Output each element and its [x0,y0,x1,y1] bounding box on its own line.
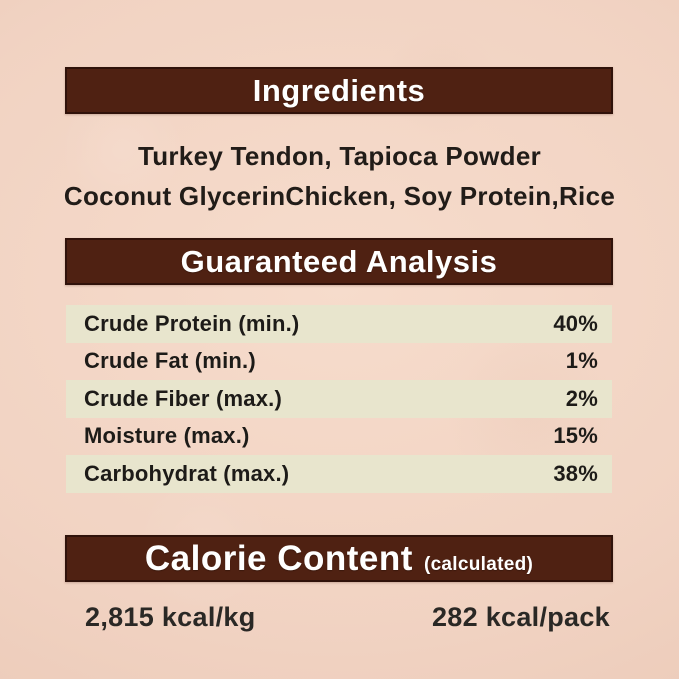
guaranteed-analysis-title: Guaranteed Analysis [180,244,498,279]
table-row: Carbohydrat (max.) 38% [66,455,612,493]
nutrient-name: Crude Fat (min.) [84,348,256,374]
guaranteed-analysis-table: Crude Protein (min.) 40% Crude Fat (min.… [66,305,612,493]
guaranteed-analysis-header-bar: Guaranteed Analysis [65,238,613,285]
ingredients-title: Ingredients [252,73,426,108]
nutrient-value: 38% [553,460,598,486]
nutrient-name: Moisture (max.) [84,423,250,449]
table-row: Moisture (max.) 15% [66,418,612,456]
calories-per-kg: 2,815 kcal/kg [85,602,256,632]
nutrient-name: Carbohydrat (max.) [84,460,290,486]
nutrient-value: 15% [553,423,598,449]
calorie-content-header-bar: Calorie Content (calculated) [65,535,613,582]
table-row: Crude Fiber (max.) 2% [66,380,612,418]
calorie-values-row: 2,815 kcal/kg 282 kcal/pack [66,602,612,633]
nutrient-name: Crude Fiber (max.) [84,385,282,411]
calories-per-pack: 282 kcal/pack [431,602,610,632]
ingredients-line-1: Turkey Tendon, Tapioca Powder [137,141,542,171]
nutrient-value: 40% [553,310,598,336]
ingredients-header-bar: Ingredients [65,67,613,114]
calorie-content-title: Calorie Content [144,539,413,578]
ingredients-line-2: Coconut GlycerinChicken, Soy Protein,Ric… [63,181,616,211]
nutrient-value: 2% [565,385,598,411]
calorie-content-header-text: Calorie Content (calculated) [145,541,533,576]
nutrient-name: Crude Protein (min.) [84,310,300,336]
nutrient-value: 1% [565,348,598,374]
ingredients-list: Turkey Tendon, Tapioca Powder Coconut Gl… [0,136,679,216]
table-row: Crude Protein (min.) 40% [66,305,612,343]
table-row: Crude Fat (min.) 1% [66,343,612,381]
calorie-content-subtitle: (calculated) [423,554,534,575]
